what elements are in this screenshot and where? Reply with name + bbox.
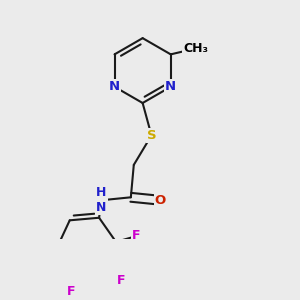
Text: S: S bbox=[147, 129, 156, 142]
Text: N: N bbox=[165, 80, 176, 93]
Text: N: N bbox=[109, 80, 120, 93]
Text: F: F bbox=[117, 274, 125, 287]
Text: CH₃: CH₃ bbox=[183, 42, 208, 55]
Text: F: F bbox=[67, 285, 76, 298]
Text: F: F bbox=[132, 230, 141, 242]
Text: H
N: H N bbox=[96, 186, 106, 214]
Text: O: O bbox=[155, 194, 166, 207]
